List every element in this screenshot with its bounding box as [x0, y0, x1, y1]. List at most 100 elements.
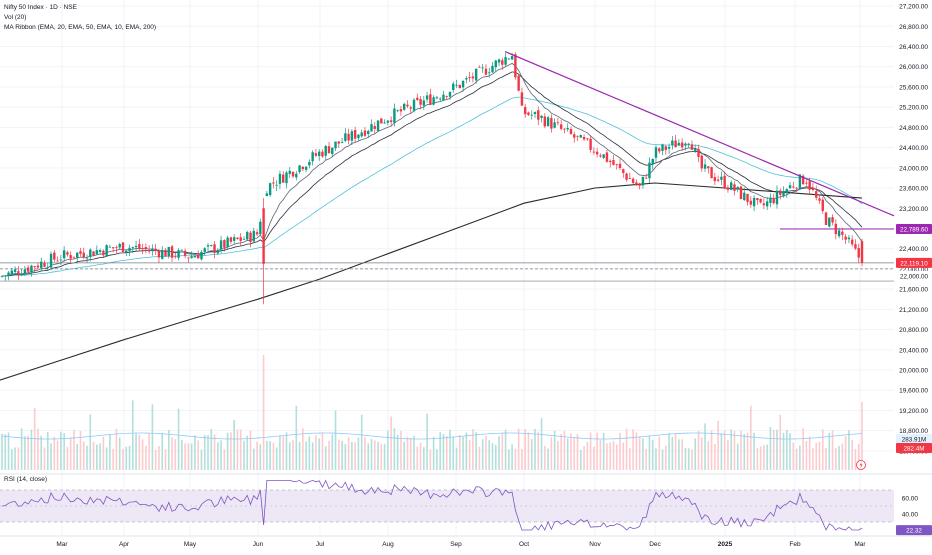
- volume-bar: [783, 433, 785, 470]
- volume-bar: [773, 430, 775, 470]
- price-tick-label: 26,000.00: [899, 64, 928, 71]
- candle-body: [782, 191, 784, 196]
- candle-body: [449, 92, 451, 97]
- volume-bar: [67, 447, 69, 470]
- volume-bar: [315, 435, 317, 470]
- volume-bar: [188, 443, 190, 470]
- volume-bar: [54, 437, 56, 470]
- volume-bar: [498, 436, 500, 470]
- volume-bar: [763, 445, 765, 470]
- volume-bar: [214, 435, 216, 470]
- candle-body: [720, 177, 722, 180]
- volume-bar: [482, 439, 484, 470]
- volume-bar: [436, 449, 438, 470]
- volume-bar: [230, 432, 232, 470]
- candle-body: [818, 198, 820, 200]
- candle-body: [151, 249, 153, 252]
- volume-bar: [802, 428, 804, 470]
- candle-body: [184, 251, 186, 256]
- candle-body: [789, 185, 791, 188]
- candle-body: [311, 152, 313, 161]
- time-tick-label: Jun: [253, 541, 264, 548]
- candle-body: [714, 177, 716, 181]
- volume-bar: [724, 431, 726, 470]
- volume-bar: [312, 442, 314, 470]
- candle-body: [815, 191, 817, 198]
- candle-body: [204, 248, 206, 252]
- candle-body: [396, 110, 398, 111]
- candle-body: [334, 142, 336, 149]
- candle-body: [115, 247, 117, 248]
- candle-body: [249, 233, 251, 242]
- price-tick-label: 23,200.00: [899, 206, 928, 213]
- candle-body: [861, 241, 863, 263]
- volume-bar: [302, 428, 304, 470]
- volume-bar: [456, 448, 458, 470]
- candle-body: [776, 191, 778, 205]
- candle-body: [632, 179, 634, 183]
- volume-bar: [377, 442, 379, 470]
- volume-bar: [191, 444, 193, 470]
- candle-body: [779, 190, 781, 194]
- price-tick-label: 20,000.00: [899, 368, 928, 375]
- volume-bar: [603, 433, 605, 470]
- candle-body: [17, 271, 19, 275]
- rsi-legend[interactable]: RSI (14, close): [4, 476, 47, 483]
- candle-body: [681, 143, 683, 148]
- volume-bar: [606, 443, 608, 470]
- candle-body: [406, 105, 408, 107]
- volume-bar: [266, 441, 268, 470]
- volume-bar: [855, 449, 857, 470]
- candle-body: [168, 247, 170, 256]
- candle-body: [599, 155, 601, 156]
- volume-bar: [322, 432, 324, 470]
- volume-bar: [148, 433, 150, 470]
- candle-body: [364, 131, 366, 136]
- candle-body: [419, 99, 421, 105]
- volume-bar: [560, 434, 562, 470]
- candle-body: [338, 141, 340, 143]
- volume-bar: [37, 429, 39, 470]
- volume-bar: [40, 436, 42, 470]
- ma-ribbon-legend[interactable]: MA Ribbon (EMA, 20, EMA, 50, EMA, 10, EM…: [4, 24, 156, 31]
- candle-body: [318, 152, 320, 156]
- volume-bar: [613, 441, 615, 470]
- candle-body: [743, 193, 745, 200]
- volume-bar: [492, 443, 494, 470]
- volume-bar: [740, 431, 742, 470]
- volume-bar: [407, 437, 409, 470]
- volume-bar: [4, 434, 6, 470]
- symbol-legend[interactable]: Nifty 50 Index · 1D · NSE: [4, 4, 77, 11]
- candle-body: [655, 147, 657, 157]
- price-tick-label: 25,600.00: [899, 84, 928, 91]
- volume-bar: [328, 441, 330, 470]
- volume-bar: [505, 430, 507, 470]
- candle-body: [269, 183, 271, 195]
- candle-body: [635, 182, 637, 185]
- candle-body: [612, 160, 614, 165]
- volume-bar: [652, 440, 654, 470]
- volume-bar: [544, 446, 546, 470]
- volume-bar: [475, 432, 477, 470]
- price-tick-label: 26,400.00: [899, 44, 928, 51]
- candle-body: [387, 121, 389, 123]
- volume-legend[interactable]: Vol (20): [4, 14, 26, 21]
- candle-body: [792, 187, 794, 188]
- last-price-badge: 22,119.10: [900, 260, 928, 267]
- volume-bar: [753, 433, 755, 470]
- candle-body: [56, 261, 58, 262]
- volume-bar: [204, 435, 206, 470]
- price-tick-label: 27,200.00: [899, 4, 928, 11]
- trendline[interactable]: [505, 52, 894, 216]
- volume-bar: [580, 450, 582, 470]
- volume-bar: [819, 442, 821, 470]
- candle-body: [112, 247, 114, 248]
- candle-body: [697, 149, 699, 157]
- candle-body: [1, 276, 3, 277]
- volume-bar: [842, 444, 844, 470]
- volume-bar: [626, 429, 628, 470]
- time-tick-label: Feb: [789, 541, 801, 548]
